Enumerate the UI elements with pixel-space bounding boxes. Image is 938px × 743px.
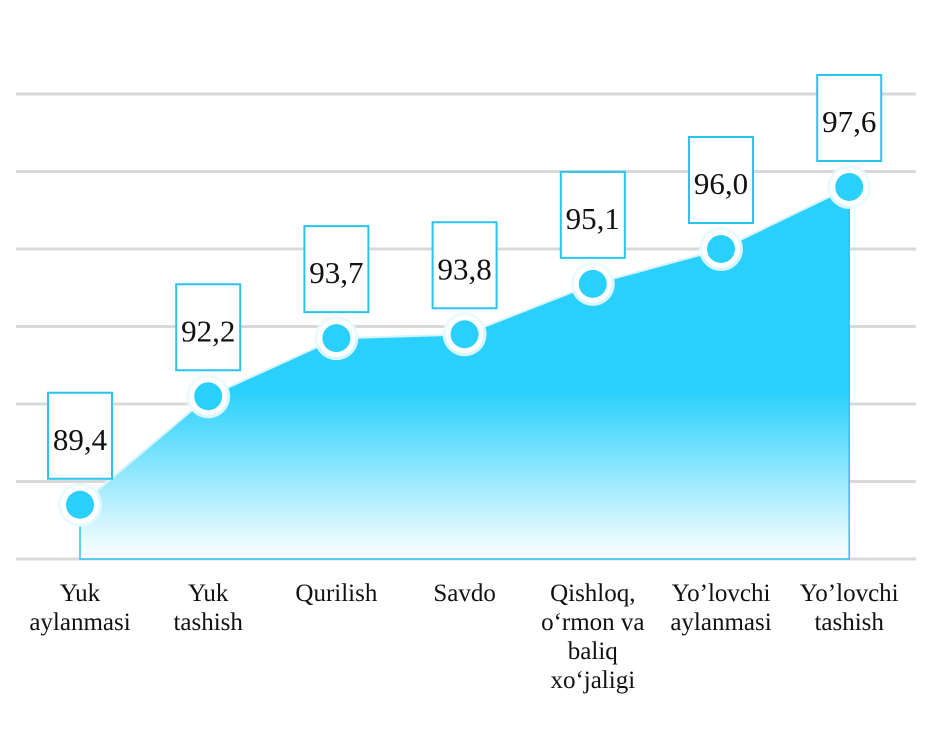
data-label-text: 93,7: [309, 255, 363, 290]
data-label: 93,7: [303, 225, 370, 314]
data-label-text: 93,8: [437, 251, 491, 286]
data-point: [58, 482, 102, 527]
x-tick-label: Qurilish: [295, 580, 378, 607]
data-point: [314, 316, 359, 361]
data-labels: 89,4 92,2 93,7 93,8 95,1 96,0 97,6: [47, 74, 883, 480]
x-tick-label: Savdo: [433, 580, 496, 607]
data-point: [570, 261, 615, 306]
data-point: [186, 374, 231, 419]
data-label-text: 89,4: [53, 422, 108, 457]
x-tick-label: Yo’lovchi aylanmasi: [670, 580, 772, 636]
data-label: 89,4: [47, 391, 113, 480]
x-tick-label: Yuk tashish: [173, 580, 243, 636]
data-point: [442, 312, 487, 357]
data-label: 97,6: [816, 74, 883, 162]
data-label: 95,1: [559, 170, 626, 259]
x-tick-label: Yuk aylanmasi: [29, 580, 131, 636]
data-point: [827, 165, 872, 209]
data-label-text: 92,2: [181, 313, 235, 348]
data-point: [699, 227, 743, 271]
x-tick-label: Yo’lovchi tashish: [799, 580, 899, 636]
data-markers: [58, 165, 872, 527]
data-label: 96,0: [688, 136, 754, 224]
data-label-text: 97,6: [822, 104, 876, 139]
data-label: 93,8: [431, 221, 498, 310]
x-tick-label: Qishloq, o‘rmon va baliq xo‘jaligi: [541, 580, 645, 694]
data-label: 92,2: [175, 283, 242, 372]
data-label-text: 96,0: [694, 166, 748, 201]
data-label-text: 95,1: [566, 201, 620, 236]
